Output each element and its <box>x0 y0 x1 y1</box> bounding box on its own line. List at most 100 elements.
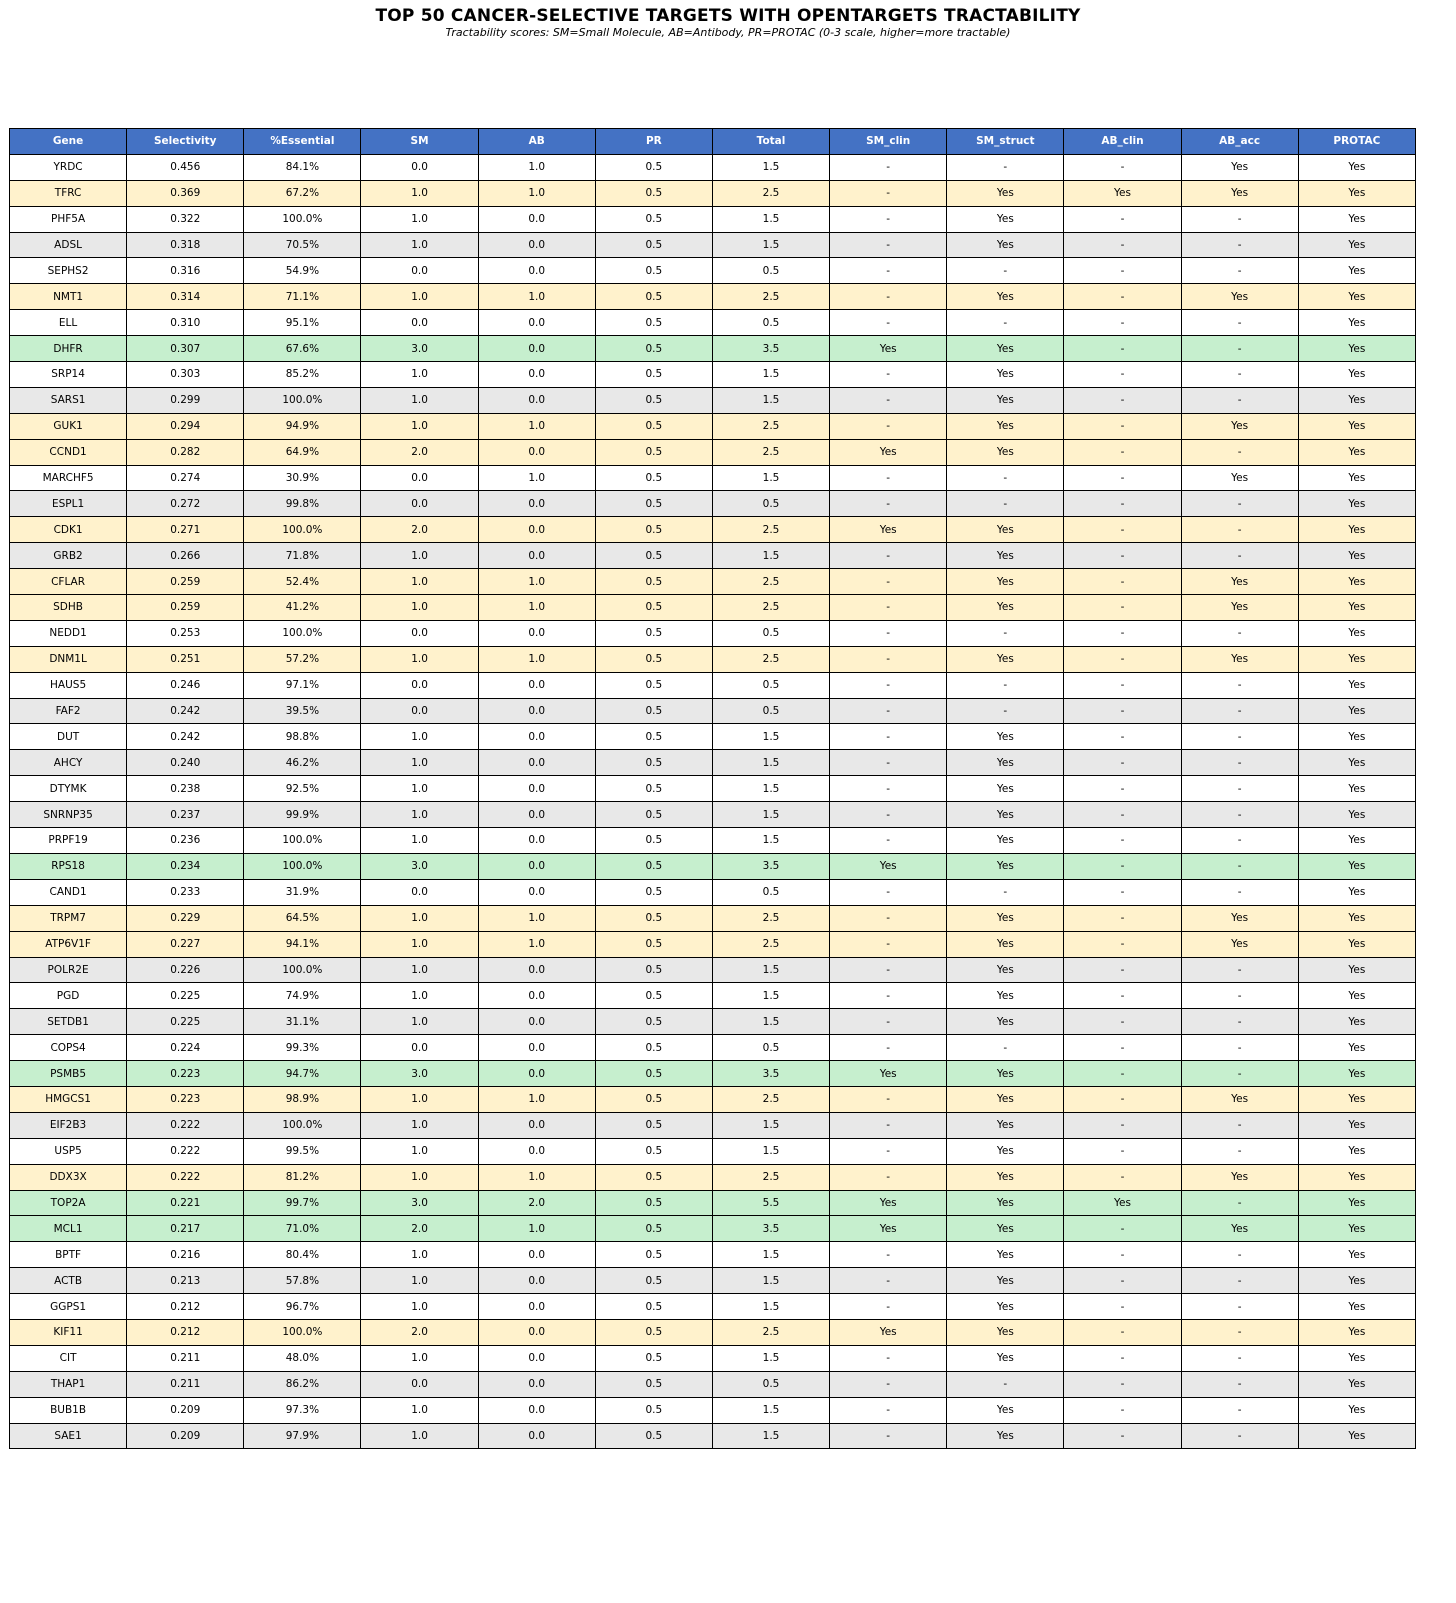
column-header-protac: PROTAC <box>1297 128 1417 155</box>
cell-sm-struct: - <box>946 464 1065 492</box>
cell-selectivity: 0.242 <box>126 697 245 725</box>
cell-gene: RPS18 <box>8 852 128 880</box>
cell-pr: 0.5 <box>594 1189 713 1217</box>
cell-selectivity: 0.236 <box>126 827 245 854</box>
cell-ab-clin: - <box>1063 775 1182 803</box>
cell-pr: 0.5 <box>594 1267 713 1295</box>
cell-total: 0.5 <box>711 490 831 518</box>
cell-total: 2.5 <box>711 1318 831 1346</box>
cell-sm-struct: Yes <box>946 1267 1065 1295</box>
cell-pr: 0.5 <box>594 619 713 647</box>
cell-sm-struct: Yes <box>946 361 1065 388</box>
cell-sm-clin: - <box>829 257 948 285</box>
cell-ab: 0.0 <box>477 1111 596 1139</box>
cell-ab: 0.0 <box>477 827 596 854</box>
cell-sm-struct: - <box>946 153 1065 181</box>
cell--essential: 97.9% <box>243 1422 362 1450</box>
cell-ab-acc: Yes <box>1180 153 1299 181</box>
cell-sm-clin: - <box>829 1344 948 1372</box>
cell-total: 1.5 <box>711 1111 831 1139</box>
cell-ab: 1.0 <box>477 1085 596 1113</box>
cell-total: 0.5 <box>711 309 831 337</box>
cell-sm: 0.0 <box>360 1034 479 1062</box>
cell-sm-struct: Yes <box>946 1189 1065 1217</box>
table-row: CIT 0.211 48.0% 1.0 0.0 0.5 1.5- Yes - - Yes <box>8 1344 1417 1372</box>
cell-ab-acc: - <box>1180 827 1299 854</box>
cell-ab-clin: - <box>1063 827 1182 854</box>
cell-ab-acc: - <box>1180 749 1299 777</box>
cell-pr: 0.5 <box>594 386 713 414</box>
cell-sm: 1.0 <box>360 361 479 388</box>
cell-selectivity: 0.274 <box>126 464 245 492</box>
cell-protac: Yes <box>1297 153 1417 181</box>
cell-ab-clin: - <box>1063 205 1182 233</box>
cell-pr: 0.5 <box>594 361 713 388</box>
cell-ab-acc: - <box>1180 1034 1299 1062</box>
cell-total: 1.5 <box>711 723 831 751</box>
cell-total: 1.5 <box>711 749 831 777</box>
cell-total: 0.5 <box>711 697 831 725</box>
cell-sm-struct: Yes <box>946 542 1065 570</box>
table-row: PSMB5 0.223 94.7% 3.0 0.0 0.5 3.5 Yes Yes - - Yes <box>8 1060 1417 1087</box>
cell-sm: 1.0 <box>360 1111 479 1139</box>
cell-total: 2.5 <box>711 904 831 932</box>
cell-sm-struct: Yes <box>946 775 1065 803</box>
cell-ab-clin: - <box>1063 801 1182 829</box>
cell-sm: 2.0 <box>360 1318 479 1346</box>
cell-sm-struct: - <box>946 257 1065 285</box>
cell-protac: Yes <box>1297 1163 1417 1191</box>
cell-sm-struct: Yes <box>946 231 1065 259</box>
cell-protac: Yes <box>1297 1344 1417 1372</box>
cell-sm: 1.0 <box>360 231 479 259</box>
cell-sm: 1.0 <box>360 645 479 673</box>
cell-sm-struct: Yes <box>946 516 1065 544</box>
cell-ab: 1.0 <box>477 645 596 673</box>
cell-ab-acc: - <box>1180 516 1299 544</box>
cell-sm-struct: Yes <box>946 1422 1065 1450</box>
cell-ab-clin: - <box>1063 412 1182 440</box>
table-row: CFLAR 0.259 52.4% 1.0 1.0 0.5 2.5- Yes - Yes Yes <box>8 568 1417 596</box>
cell-selectivity: 0.282 <box>126 438 245 466</box>
cell-sm-struct: - <box>946 697 1065 725</box>
cell--essential: 98.9% <box>243 1085 362 1113</box>
cell-selectivity: 0.212 <box>126 1293 245 1320</box>
table-row: MCL1 0.217 71.0% 2.0 1.0 0.5 3.5 Yes Yes - Yes Yes <box>8 1215 1417 1243</box>
cell-sm-clin: - <box>829 568 948 596</box>
table-row: BUB1B 0.209 97.3% 1.0 0.0 0.5 1.5- Yes - - Yes <box>8 1396 1417 1424</box>
cell-pr: 0.5 <box>594 1060 713 1087</box>
cell-selectivity: 0.294 <box>126 412 245 440</box>
cell-selectivity: 0.226 <box>126 956 245 984</box>
cell-ab: 1.0 <box>477 1163 596 1191</box>
cell-ab: 1.0 <box>477 594 596 621</box>
cell-total: 2.5 <box>711 283 831 311</box>
table-row: CAND1 0.233 31.9% 0.0 0.0 0.5 0.5- - - - Yes <box>8 878 1417 906</box>
cell-pr: 0.5 <box>594 438 713 466</box>
cell-sm-clin: - <box>829 490 948 518</box>
cell-protac: Yes <box>1297 801 1417 829</box>
cell-gene: CIT <box>8 1344 128 1372</box>
cell-selectivity: 0.223 <box>126 1085 245 1113</box>
column-header-sm-clin: SM_clin <box>829 128 948 155</box>
cell-ab-acc: - <box>1180 1344 1299 1372</box>
cell-protac: Yes <box>1297 464 1417 492</box>
cell-sm: 1.0 <box>360 723 479 751</box>
column-header-ab-clin: AB_clin <box>1063 128 1182 155</box>
table-subtitle: Tractability scores: SM=Small Molecule, … <box>445 26 1011 39</box>
cell-pr: 0.5 <box>594 179 713 207</box>
cell-sm: 1.0 <box>360 1137 479 1165</box>
cell-ab: 0.0 <box>477 749 596 777</box>
cell-sm-struct: Yes <box>946 749 1065 777</box>
cell-pr: 0.5 <box>594 801 713 829</box>
cell-sm-clin: Yes <box>829 1189 948 1217</box>
cell-ab-clin: - <box>1063 1267 1182 1295</box>
cell-protac: Yes <box>1297 361 1417 388</box>
cell--essential: 54.9% <box>243 257 362 285</box>
cell-ab-clin: - <box>1063 594 1182 621</box>
cell-gene: SARS1 <box>8 386 128 414</box>
cell-protac: Yes <box>1297 852 1417 880</box>
cell-selectivity: 0.307 <box>126 335 245 363</box>
cell-sm: 3.0 <box>360 335 479 363</box>
cell-total: 2.5 <box>711 568 831 596</box>
cell-ab-acc: - <box>1180 1370 1299 1398</box>
cell-sm-clin: - <box>829 723 948 751</box>
